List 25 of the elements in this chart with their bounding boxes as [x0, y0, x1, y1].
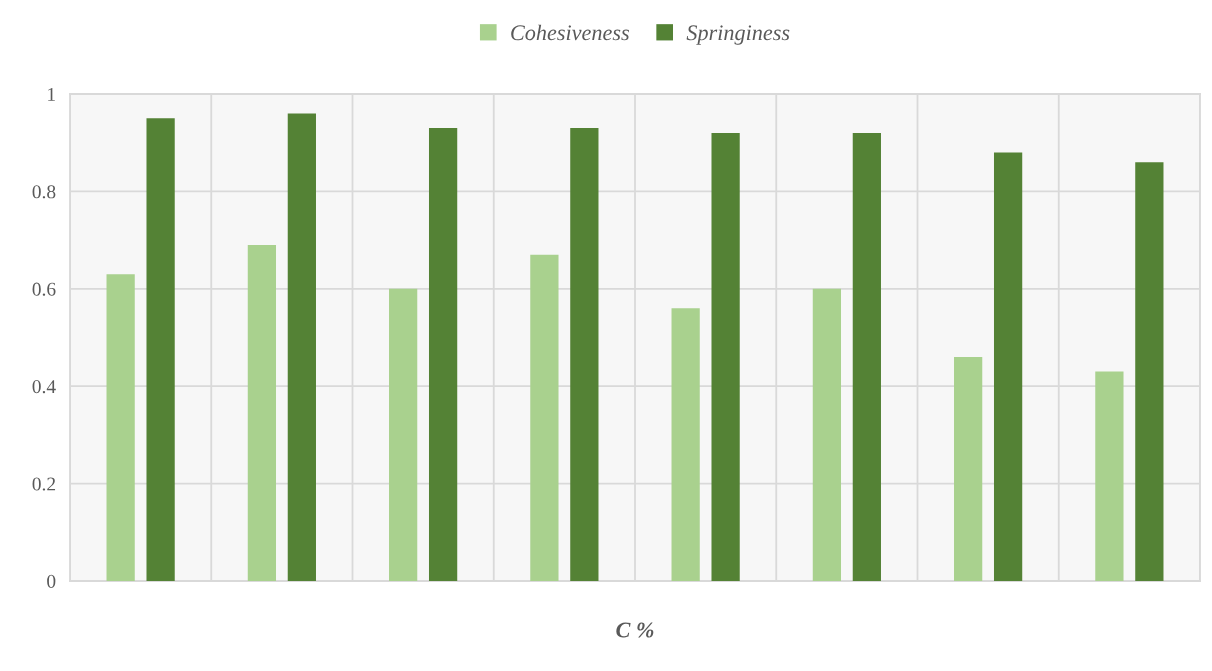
y-tick-label: 0.4	[32, 380, 56, 394]
legend-label: Springiness	[686, 25, 790, 45]
bar	[1095, 371, 1124, 581]
bar	[812, 288, 842, 581]
bar	[711, 132, 740, 581]
legend-label: Cohesiveness	[511, 24, 629, 41]
bar	[852, 132, 881, 581]
bar	[428, 128, 458, 581]
y-tick-label: 0.2	[32, 477, 56, 491]
bar	[287, 113, 316, 581]
bar	[954, 356, 983, 581]
x-axis-title: C %	[616, 622, 654, 638]
bar	[106, 274, 135, 581]
bar	[389, 288, 418, 581]
bar	[671, 308, 700, 581]
bar	[247, 244, 277, 581]
bar	[1135, 162, 1164, 581]
y-tick-label: 1	[48, 87, 55, 101]
y-tick-label: 0.8	[32, 185, 56, 199]
bar	[530, 254, 559, 581]
y-tick-label: 0	[47, 574, 56, 588]
bar	[146, 118, 175, 581]
y-tick-label: 0.6	[32, 282, 56, 296]
bar	[570, 128, 599, 581]
bar	[993, 152, 1023, 581]
